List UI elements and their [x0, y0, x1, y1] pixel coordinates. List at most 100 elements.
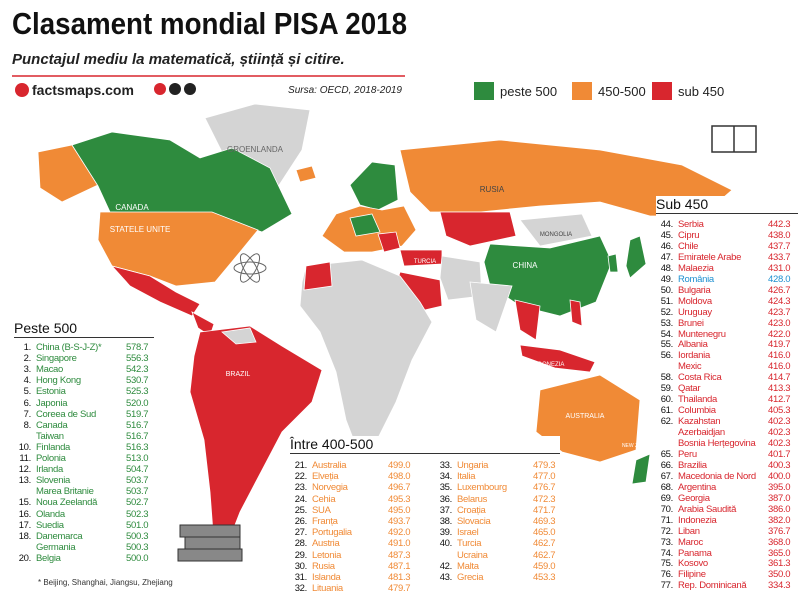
table-row: 59. Qatar 413.3 — [656, 383, 796, 394]
morocco — [303, 261, 333, 291]
rank: 28. — [294, 538, 308, 550]
country: Cehia — [312, 493, 336, 505]
rank: 76. — [660, 569, 674, 581]
title: Clasament mondial PISA 2018 — [12, 6, 407, 41]
rank: 38. — [439, 516, 453, 527]
rank: 52. — [660, 306, 674, 318]
rank: 36. — [439, 493, 453, 505]
rank: 32. — [294, 583, 308, 595]
rank: 4. — [23, 375, 32, 387]
country: Islanda — [312, 572, 341, 583]
score: 416.0 — [768, 361, 791, 373]
country: Kosovo — [678, 558, 708, 570]
score: 504.7 — [126, 464, 149, 476]
rank: 31. — [294, 572, 308, 583]
kazakhstan — [439, 211, 517, 247]
score: 525.3 — [126, 386, 149, 398]
country: Brazilia — [678, 459, 707, 471]
mexico — [110, 265, 201, 317]
score: 423.0 — [768, 317, 791, 329]
country: Panama — [678, 547, 712, 559]
rank: 26. — [294, 516, 308, 527]
country: Danemarca — [36, 530, 83, 542]
table-row: 61. Columbia 405.3 — [656, 405, 796, 416]
country: Macao — [36, 364, 64, 376]
score: 500.0 — [126, 552, 149, 564]
score: 416.0 — [768, 350, 791, 362]
legend-label: sub 450 — [678, 84, 724, 99]
table-row: 31. Islanda 481.3 — [290, 572, 430, 583]
country: Polonia — [36, 453, 66, 464]
table-row: 55. Albania 419.7 — [656, 339, 796, 350]
new-zealand — [631, 453, 651, 485]
score: 368.0 — [768, 536, 791, 548]
legend-label: peste 500 — [500, 84, 557, 99]
rank: 75. — [660, 558, 674, 570]
score: 402.3 — [768, 416, 791, 428]
rank: 5. — [23, 386, 32, 398]
rank: 30. — [294, 560, 308, 572]
rank: 1. — [23, 342, 32, 353]
country: China (B-S-J-Z)* — [36, 342, 102, 353]
score: 487.1 — [388, 560, 411, 572]
ranking-table: Între 400-500 21. Australia 499.0 22. Elveția… — [290, 436, 560, 600]
country: Austria — [312, 538, 340, 550]
table-row: 69. Georgia 387.0 — [656, 493, 796, 504]
source: Sursa: OECD, 2018-2019 — [288, 85, 402, 96]
score: 476.7 — [533, 482, 556, 494]
country: Qatar — [678, 383, 701, 395]
table-row: 51. Moldova 424.3 — [656, 296, 796, 307]
rank: 54. — [660, 328, 674, 340]
country: Arabia Saudită — [678, 503, 737, 515]
table-row: 27. Portugalia 492.0 — [290, 527, 430, 538]
rank: 60. — [660, 394, 674, 406]
table-row: 25. SUA 495.0 — [290, 505, 430, 516]
score: 334.3 — [768, 580, 791, 592]
country: Argentina — [678, 481, 716, 493]
country: Emiratele Arabe — [678, 251, 742, 263]
country: Portugalia — [312, 527, 352, 539]
japan — [625, 235, 647, 279]
table-row: 24. Cehia 495.3 — [290, 494, 430, 505]
table-row: 47. Emiratele Arabe 433.7 — [656, 252, 796, 263]
country: Liban — [678, 525, 700, 537]
score: 401.7 — [768, 448, 791, 460]
country: Australia — [312, 460, 347, 471]
table-row: Marea Britanie 503.7 — [14, 486, 154, 497]
map-label: GROENLANDA — [227, 145, 284, 154]
india — [469, 281, 513, 333]
books-icon — [177, 524, 243, 562]
rank: 34. — [439, 471, 453, 483]
rank: 17. — [18, 519, 32, 531]
table-row: 22. Elveția 498.0 — [290, 471, 430, 482]
rank: 18. — [18, 530, 32, 542]
score: 412.7 — [768, 394, 791, 406]
rank: 39. — [439, 527, 453, 539]
score: 414.7 — [768, 372, 791, 384]
score: 516.3 — [126, 441, 149, 453]
country: Canada — [36, 419, 68, 431]
country: Thailanda — [678, 394, 718, 406]
rank: 66. — [660, 459, 674, 471]
country: Norvegia — [312, 482, 348, 494]
map-label: NEW ZEALAND — [622, 443, 659, 449]
country: Belgia — [36, 552, 61, 564]
rank: 11. — [19, 453, 31, 464]
score: 438.0 — [768, 229, 791, 241]
table-row: 62. Kazahstan 402.3 — [656, 416, 796, 427]
social-icons — [154, 83, 196, 95]
rank: 65. — [660, 448, 674, 460]
country: Noua Zeelandă — [36, 497, 98, 509]
rank: 23. — [294, 482, 308, 494]
country: Mexic — [678, 361, 702, 373]
score: 386.0 — [768, 503, 791, 515]
table-row: 20. Belgia 500.0 — [14, 553, 154, 564]
rank: 72. — [660, 525, 674, 537]
country: Costa Rica — [678, 372, 722, 384]
bolivia-venezuela — [221, 327, 257, 345]
rank: 37. — [439, 504, 453, 516]
score: 519.7 — [126, 408, 149, 420]
country: Lituania — [312, 583, 343, 595]
country: Turcia — [457, 538, 482, 550]
